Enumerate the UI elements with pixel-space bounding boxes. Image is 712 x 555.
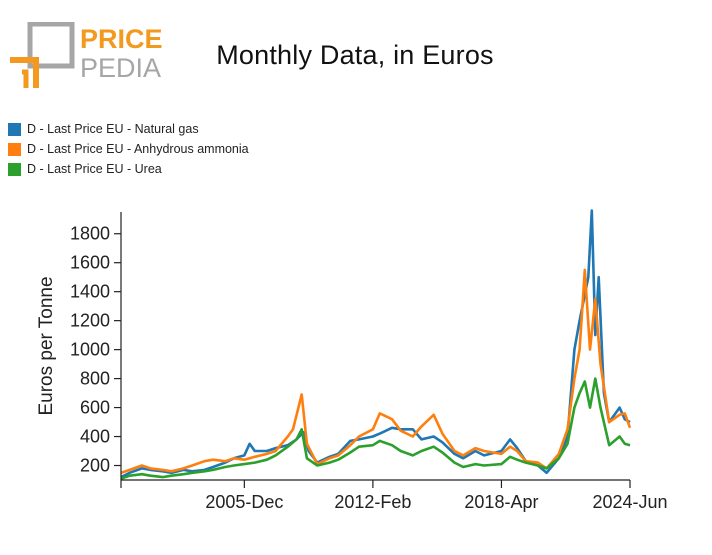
legend-swatch — [8, 162, 21, 176]
series-line-2 — [120, 268, 632, 475]
chart-legend: D - Last Price EU - Natural gas D - Last … — [8, 119, 249, 179]
y-tick-label: 1000 — [70, 340, 110, 360]
y-tick-label: 400 — [80, 427, 110, 447]
y-tick-label: 800 — [80, 369, 110, 389]
logo-word-price: PRICE — [80, 24, 163, 54]
pricepedia-logo: PRICE PEDIA — [8, 21, 168, 92]
legend-swatch — [8, 142, 21, 156]
x-tick-label: 2005-Dec — [205, 492, 283, 512]
logo-mark: PRICE PEDIA — [10, 21, 163, 88]
x-tick-label: 2012-Feb — [334, 492, 411, 512]
y-tick-label: 1400 — [70, 282, 110, 302]
series-line-3 — [120, 377, 631, 480]
legend-item-3[interactable]: D - Last Price EU - Urea — [8, 159, 249, 179]
y-tick-label: 200 — [80, 456, 110, 476]
logo-corner-bracket-inner — [22, 69, 29, 88]
y-axis-label: Euros per Tonne — [36, 276, 57, 415]
logo-word-pedia: PEDIA — [80, 53, 161, 83]
legend-item-2[interactable]: D - Last Price EU - Anhydrous ammonia — [8, 139, 249, 159]
logo-square-outline — [27, 21, 75, 69]
legend-item-1[interactable]: D - Last Price EU - Natural gas — [8, 119, 249, 139]
series-line-1 — [120, 209, 631, 479]
logo-corner-bracket-outer — [10, 57, 39, 88]
legend-label: D - Last Price EU - Anhydrous ammonia — [27, 142, 249, 156]
legend-label: D - Last Price EU - Urea — [27, 162, 162, 176]
y-tick-label: 1600 — [70, 253, 110, 273]
x-tick-label: 2018-Apr — [464, 492, 538, 512]
y-tick-label: 600 — [80, 398, 110, 418]
x-tick-label: 2024-Jun — [592, 492, 667, 512]
plot-lines — [120, 209, 632, 480]
chart-axes: 200 400 600 800 1000 1200 1400 1600 1800 2005-Dec… — [70, 212, 668, 512]
legend-label: D - Last Price EU - Natural gas — [27, 122, 199, 136]
chart-title: Monthly Data, in Euros — [216, 40, 494, 70]
legend-swatch — [8, 122, 21, 136]
y-tick-label: 1800 — [70, 224, 110, 244]
y-tick-label: 1200 — [70, 311, 110, 331]
